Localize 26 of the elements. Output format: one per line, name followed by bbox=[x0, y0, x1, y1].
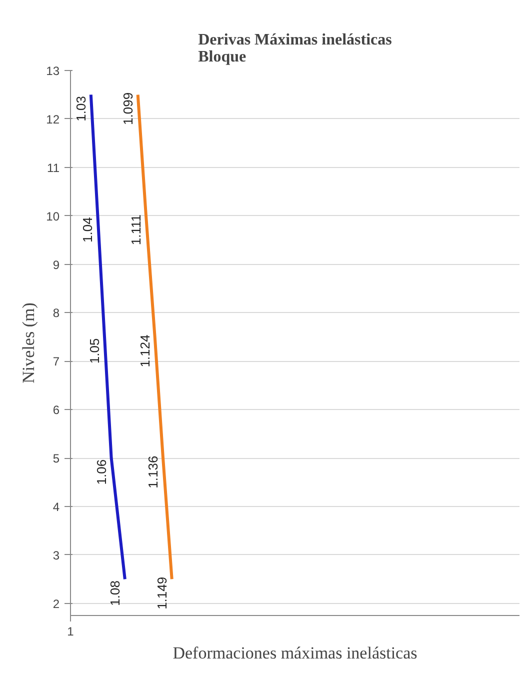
y-tick-label: 4 bbox=[52, 500, 60, 514]
y-tick-label: 10 bbox=[46, 209, 60, 224]
y-axis-title: Niveles (m) bbox=[19, 302, 38, 384]
chart-title: Derivas Máximas inelásticas Bloque bbox=[198, 32, 392, 66]
data-label: 1.04 bbox=[80, 217, 96, 242]
y-tick-label: 12 bbox=[46, 112, 60, 126]
data-label: 1.05 bbox=[87, 338, 102, 364]
x-axis-title: Deformaciones máximas inelásticas bbox=[172, 644, 418, 662]
y-tick-label: 2 bbox=[52, 596, 60, 611]
text: 1 bbox=[67, 624, 74, 638]
data-label: 1.124 bbox=[137, 334, 152, 368]
y-tick-label: 7 bbox=[52, 354, 60, 369]
data-label: 1.03 bbox=[73, 96, 88, 122]
y-tick-label: 5 bbox=[52, 452, 60, 466]
y-tick-label: 3 bbox=[52, 548, 60, 562]
data-label: 1.136 bbox=[146, 456, 161, 488]
data-label: 1.08 bbox=[107, 580, 122, 606]
data-label: 1.06 bbox=[94, 459, 109, 485]
data-label: 1.099 bbox=[120, 92, 136, 125]
data-label: 1.149 bbox=[154, 576, 170, 610]
data-label: 1.111 bbox=[128, 214, 144, 246]
y-tick-label: 8 bbox=[52, 306, 60, 320]
y-tick-label: 13 bbox=[46, 64, 60, 78]
y-tick-label: 6 bbox=[52, 403, 60, 418]
y-tick-label: 9 bbox=[52, 258, 60, 272]
y-tick-label: 11 bbox=[47, 160, 60, 175]
